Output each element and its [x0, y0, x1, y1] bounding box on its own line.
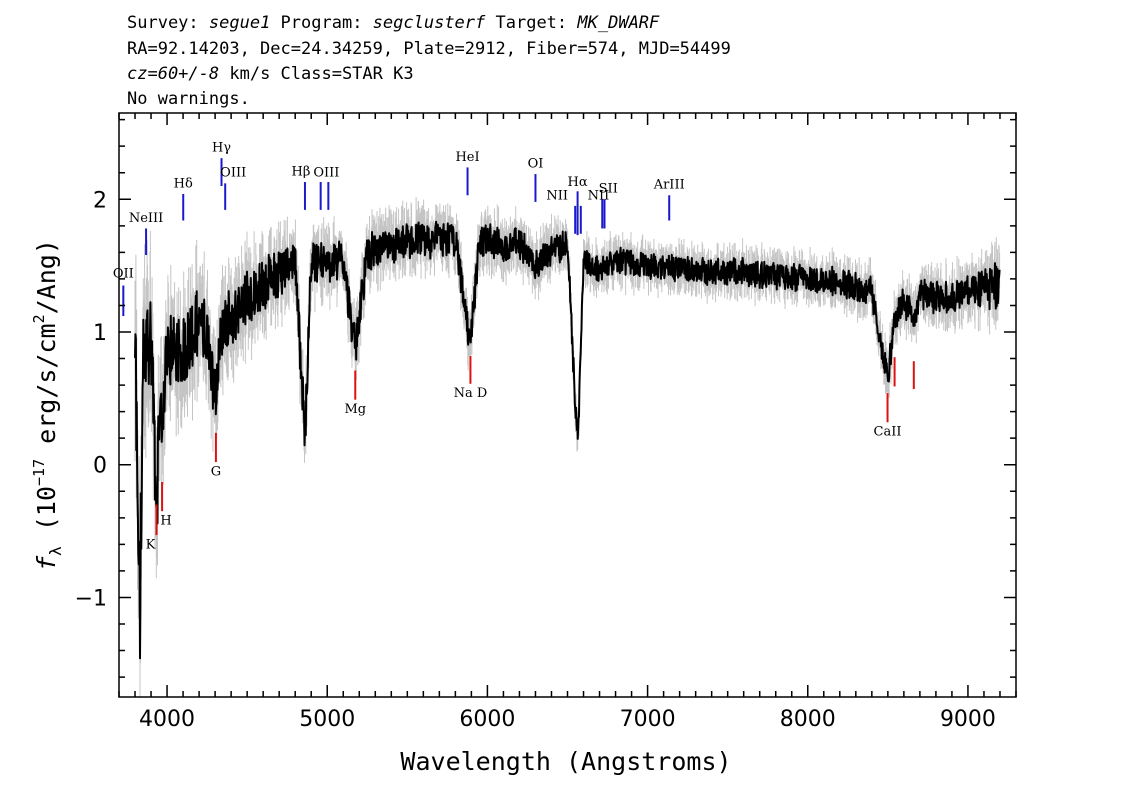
- y-tick-label: 2: [93, 188, 107, 213]
- flux-series-line: [134, 220, 1001, 660]
- header-line-3: cz=60+/-8 km/s Class=STAR K3: [127, 64, 414, 84]
- x-axis-title: Wavelength (Angstroms): [400, 747, 731, 776]
- x-tick-label: 4000: [139, 707, 195, 732]
- emission-line-label: SII: [599, 182, 618, 197]
- x-tick-label: 8000: [780, 707, 836, 732]
- emission-line-label: OII: [113, 267, 134, 282]
- emission-line-label: HeI: [455, 150, 479, 165]
- tick-marks: [118, 113, 1017, 697]
- absorption-line-label: H: [160, 513, 171, 528]
- x-tick-label: 7000: [620, 707, 676, 732]
- emission-line-label: Hβ: [292, 164, 311, 179]
- x-tick-labels: 4000 5000 6000 7000 8000 9000: [139, 707, 996, 732]
- emission-line-label: Hα: [568, 175, 588, 190]
- emission-line-label: OIII: [313, 166, 339, 181]
- y-tick-label: −1: [75, 586, 107, 611]
- y-axis-title: fλ (10−17 erg/s/cm2/Ang): [30, 239, 65, 571]
- emission-line-label: NII: [546, 188, 568, 203]
- emission-line-label: NII: [588, 188, 610, 203]
- header-line-1: Survey: segue1 Program: segclusterf Targ…: [127, 13, 660, 33]
- header-info: Survey: segue1 Program: segclusterf Targ…: [127, 13, 731, 109]
- header-line-2: RA=92.14203, Dec=24.34259, Plate=2912, F…: [127, 39, 731, 59]
- emission-line-label: OIII: [220, 166, 246, 181]
- flux-layer: [134, 220, 1001, 660]
- emission-line-label: OI: [528, 156, 544, 171]
- emission-line-label: ArIII: [653, 178, 685, 193]
- absorption-line-label: G: [211, 464, 221, 479]
- x-tick-label: 9000: [940, 707, 996, 732]
- axis-ticks: [118, 113, 1017, 697]
- x-tick-label: 5000: [299, 707, 355, 732]
- x-tick-label: 6000: [459, 707, 515, 732]
- y-tick-labels: −1 0 1 2: [75, 188, 107, 611]
- emission-line-label: NeIII: [129, 211, 163, 226]
- absorption-line-label: CaII: [874, 425, 902, 440]
- y-tick-label: 1: [93, 321, 107, 346]
- absorption-line-label: Na D: [454, 386, 488, 401]
- absorption-line-label: Mg: [344, 402, 366, 417]
- absorption-line-label: K: [146, 537, 156, 552]
- emission-line-label: Hδ: [174, 176, 193, 191]
- header-line-4: No warnings.: [127, 89, 250, 109]
- emission-line-label: Hγ: [212, 140, 231, 155]
- y-tick-label: 0: [93, 454, 107, 479]
